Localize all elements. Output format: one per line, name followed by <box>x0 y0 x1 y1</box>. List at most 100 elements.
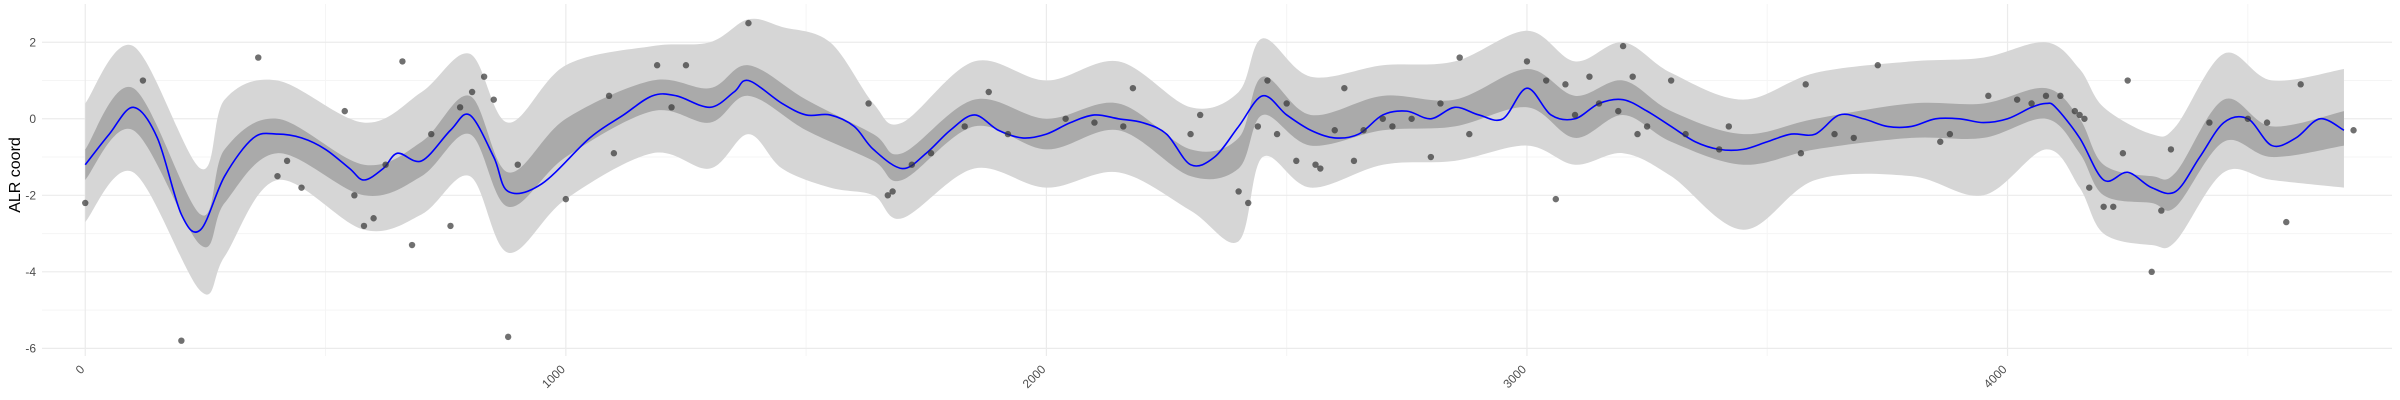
data-point <box>408 241 416 249</box>
data-point <box>255 54 262 61</box>
data-point <box>2244 115 2252 122</box>
data-point <box>2081 115 2088 122</box>
data-point <box>682 62 690 69</box>
data-point <box>2263 119 2271 126</box>
data-point <box>961 123 968 130</box>
data-point <box>447 222 454 230</box>
data-point <box>1196 111 1204 119</box>
data-point <box>2028 100 2035 107</box>
data-point <box>2057 92 2064 100</box>
data-point <box>1874 62 1881 69</box>
data-point <box>399 58 406 65</box>
data-point <box>1595 100 1603 107</box>
data-point <box>1091 119 1098 126</box>
x-tick-label: 2000 <box>1020 362 1049 391</box>
data-point <box>2283 218 2290 226</box>
data-point <box>2148 268 2155 276</box>
data-point <box>1946 130 1954 138</box>
data-point <box>1629 73 1636 80</box>
mean-line-layer <box>84 79 2345 233</box>
y-tick-label: 0 <box>29 112 36 126</box>
data-point <box>562 195 570 203</box>
data-point <box>1456 54 1463 61</box>
observations <box>82 19 2357 344</box>
data-point <box>1350 157 1358 165</box>
data-point <box>2158 207 2165 214</box>
data-point <box>605 92 613 100</box>
data-point <box>1634 130 1641 138</box>
data-point <box>1937 138 1944 145</box>
data-point <box>428 130 435 138</box>
data-point <box>2100 203 2107 210</box>
data-point <box>1283 100 1290 107</box>
data-point <box>884 192 892 199</box>
data-point <box>139 77 147 84</box>
data-point <box>370 215 377 222</box>
data-point <box>1797 150 1805 157</box>
data-point <box>1667 77 1675 84</box>
data-point <box>1062 115 1069 122</box>
data-point <box>298 184 305 191</box>
y-tick-label: 2 <box>29 35 36 49</box>
y-tick-label: -6 <box>25 341 36 355</box>
data-point <box>1129 84 1137 92</box>
data-point <box>351 192 358 199</box>
data-point <box>908 161 916 168</box>
data-point <box>504 333 512 341</box>
data-point <box>1850 134 1857 142</box>
data-point <box>1312 161 1319 168</box>
data-point <box>1408 115 1415 122</box>
data-point <box>1187 130 1194 138</box>
data-point <box>2119 150 2127 157</box>
data-point <box>927 150 935 157</box>
data-point <box>889 188 896 195</box>
data-point <box>1715 146 1723 153</box>
data-point <box>1004 130 1012 138</box>
data-point <box>480 73 488 80</box>
data-point <box>1264 77 1271 84</box>
data-point <box>1245 199 1252 207</box>
data-point <box>2350 127 2357 134</box>
data-point <box>490 96 497 103</box>
data-point <box>341 107 348 115</box>
data-point <box>1379 115 1386 122</box>
data-point <box>1643 123 1651 130</box>
data-point <box>82 199 89 207</box>
data-point <box>668 104 675 111</box>
data-point <box>178 337 185 344</box>
data-point <box>745 19 752 27</box>
data-point <box>1437 100 1444 107</box>
data-point <box>1802 81 1809 88</box>
data-point <box>1523 58 1531 65</box>
data-point <box>1552 195 1560 203</box>
data-point <box>514 161 521 168</box>
data-point <box>1331 127 1338 134</box>
data-point <box>1725 123 1733 130</box>
data-point <box>1615 107 1622 115</box>
data-point <box>468 88 476 96</box>
data-point <box>1586 73 1593 80</box>
y-axis-title: ALR coord <box>7 137 24 213</box>
data-point <box>2297 81 2304 88</box>
data-point <box>653 62 661 69</box>
data-point <box>274 172 281 180</box>
data-point <box>2013 96 2021 103</box>
data-point <box>1562 81 1569 88</box>
data-point <box>2076 111 2083 119</box>
data-point <box>1341 84 1348 92</box>
mean-line <box>84 79 2345 233</box>
data-point <box>2042 92 2050 100</box>
data-point <box>865 100 872 107</box>
data-point <box>1389 123 1396 130</box>
x-tick-label: 0 <box>73 362 88 377</box>
data-point <box>985 88 992 96</box>
y-tick-label: -4 <box>25 265 36 279</box>
data-point <box>283 157 291 165</box>
x-tick-label: 3000 <box>1500 362 1529 391</box>
data-point <box>2124 77 2131 84</box>
data-point <box>2086 184 2093 191</box>
data-point <box>1360 127 1367 134</box>
data-point <box>2110 203 2117 210</box>
